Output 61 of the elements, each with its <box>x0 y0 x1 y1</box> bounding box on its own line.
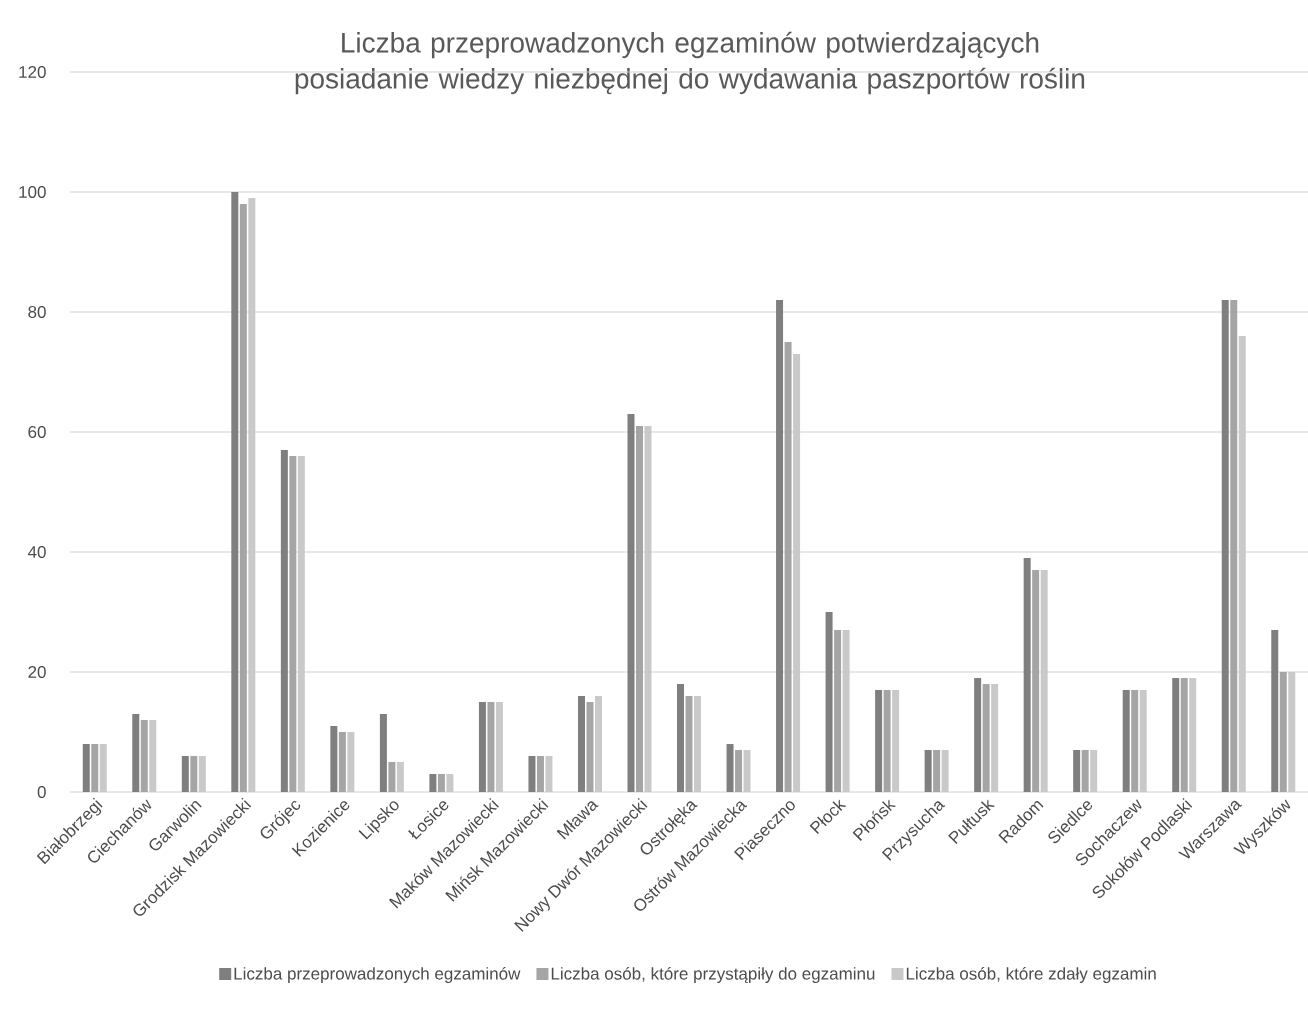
bar <box>784 341 792 792</box>
bar <box>91 744 99 792</box>
bar <box>982 684 990 792</box>
bar <box>586 702 594 792</box>
bar <box>677 684 685 792</box>
bar <box>487 702 495 792</box>
bar <box>1172 677 1180 792</box>
bar <box>338 732 346 792</box>
bar <box>726 744 734 792</box>
bar <box>1122 690 1130 792</box>
bar <box>577 696 585 792</box>
y-tick-label: 20 <box>28 665 46 679</box>
bar <box>685 696 693 792</box>
bar <box>478 702 486 792</box>
bar <box>933 750 941 792</box>
bar <box>635 425 643 792</box>
legend-label: Liczba osób, które przystąpiły do egzaminu <box>551 967 875 984</box>
y-tick-label: 100 <box>19 185 46 199</box>
y-tick-label: 120 <box>19 65 46 79</box>
bar <box>181 756 189 792</box>
bar <box>379 714 387 792</box>
bar <box>231 191 239 792</box>
bar <box>875 690 883 792</box>
bar <box>289 455 297 792</box>
legend-label: Liczba przeprowadzonych egzaminów <box>234 967 521 984</box>
bar <box>536 756 544 792</box>
bar <box>528 756 536 792</box>
bar <box>1180 677 1188 792</box>
bar <box>82 744 90 792</box>
bar <box>1023 557 1031 792</box>
bar <box>924 750 932 792</box>
bar <box>132 714 140 792</box>
bar <box>239 203 247 792</box>
bar <box>825 611 833 792</box>
y-tick-label: 0 <box>37 785 46 799</box>
bar <box>1131 690 1139 792</box>
y-tick-label: 40 <box>27 545 46 559</box>
y-tick-label: 80 <box>28 305 46 319</box>
bar <box>1271 629 1279 792</box>
bar <box>627 413 635 792</box>
y-tick-label: 60 <box>28 425 46 439</box>
bar <box>1073 750 1081 792</box>
bar <box>1221 299 1229 792</box>
bar <box>1279 671 1287 792</box>
legend-label: Liczba osób, które zdały egzamin <box>906 967 1156 984</box>
bar <box>429 774 437 792</box>
chart-title: Liczba przeprowadzonych egzaminów potwierdzających posiadanie wiedzy niezbędnej do wydawania paszportów roślin <box>295 31 1085 95</box>
bar <box>834 629 842 792</box>
bar <box>437 774 445 792</box>
bar <box>388 762 396 792</box>
bar <box>735 750 743 792</box>
bar <box>140 720 148 792</box>
bar <box>190 756 198 792</box>
bar <box>1032 569 1040 792</box>
bar <box>974 677 982 792</box>
bar <box>1230 299 1238 792</box>
bar <box>776 299 784 792</box>
bar <box>330 726 338 792</box>
bar <box>883 690 891 792</box>
bar <box>1081 750 1089 792</box>
bar <box>280 449 288 792</box>
